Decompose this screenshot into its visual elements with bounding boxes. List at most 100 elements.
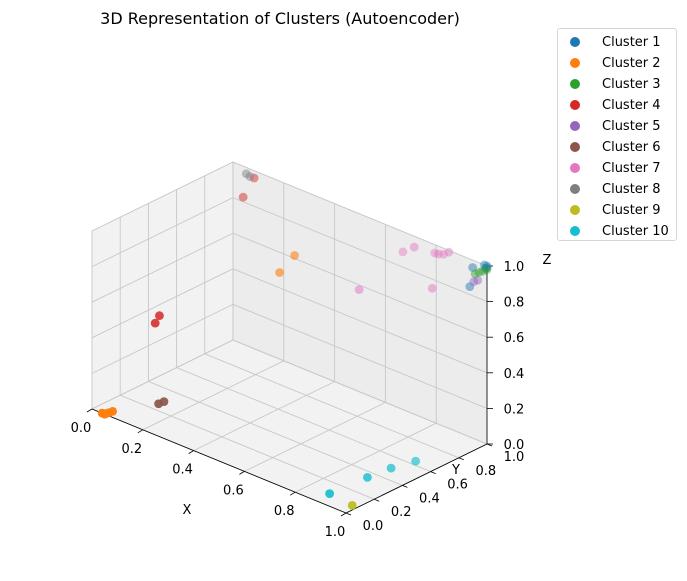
z-tick-label: 0.6 bbox=[504, 331, 525, 346]
data-point bbox=[430, 248, 440, 258]
y-tick-mark bbox=[374, 498, 380, 502]
x-tick-mark bbox=[86, 408, 93, 413]
x-axis-label: X bbox=[183, 503, 192, 518]
data-point bbox=[411, 456, 421, 466]
y-axis-line bbox=[345, 443, 488, 514]
data-point bbox=[427, 283, 437, 293]
data-point bbox=[473, 275, 483, 285]
data-point bbox=[347, 501, 357, 510]
y-tick-mark bbox=[345, 512, 352, 516]
y-grid-line bbox=[176, 189, 431, 473]
scatter-points bbox=[97, 169, 492, 510]
legend-marker bbox=[570, 79, 580, 89]
y-tick-label: 0.2 bbox=[391, 505, 412, 520]
x-tick-mark bbox=[289, 491, 296, 496]
legend-label: Cluster 9 bbox=[602, 202, 661, 218]
data-point bbox=[474, 268, 484, 277]
y-grid-line bbox=[119, 217, 375, 500]
legend-item: Cluster 9 bbox=[570, 200, 661, 220]
data-point bbox=[354, 285, 364, 295]
data-point bbox=[238, 192, 248, 202]
y-tick-mark bbox=[402, 485, 408, 488]
data-point bbox=[468, 263, 478, 272]
legend-label: Cluster 7 bbox=[602, 160, 661, 176]
data-point bbox=[245, 172, 255, 181]
data-point bbox=[241, 169, 251, 179]
z-tick-label: 1.0 bbox=[504, 260, 525, 275]
legend-label: Cluster 1 bbox=[602, 34, 661, 50]
x-tick-label: 0.6 bbox=[223, 483, 244, 498]
x-tick-label: 0.8 bbox=[274, 504, 295, 519]
chart-title: 3D Representation of Clusters (Autoencod… bbox=[100, 9, 460, 28]
y-tick-label: 0.8 bbox=[475, 464, 496, 479]
y-axis-label: Y bbox=[451, 463, 460, 478]
tick-labels: 0.00.20.40.60.81.0 0.00.20.40.60.81.00.00… bbox=[71, 260, 525, 540]
data-point bbox=[482, 265, 492, 274]
legend-marker bbox=[570, 205, 580, 215]
legend-marker bbox=[570, 58, 580, 68]
y-tick-mark bbox=[430, 471, 436, 474]
data-point bbox=[386, 463, 396, 473]
z-tick-label: 0.2 bbox=[504, 402, 525, 417]
data-point bbox=[478, 266, 488, 276]
legend: Cluster 1 Cluster 2 Cluster 3 Cluster 4 Clus… bbox=[557, 28, 677, 241]
y-tick-label: 0.0 bbox=[363, 519, 384, 534]
data-point bbox=[363, 473, 372, 482]
x-tick-mark bbox=[137, 429, 144, 434]
x-tick-label: 0.4 bbox=[172, 463, 193, 478]
axis-lines bbox=[91, 266, 488, 514]
data-point bbox=[481, 264, 490, 273]
legend-item: Cluster 7 bbox=[570, 158, 661, 178]
data-point bbox=[249, 173, 259, 183]
legend-label: Cluster 2 bbox=[602, 55, 661, 71]
data-point bbox=[470, 269, 480, 279]
x-tick-label: 0.0 bbox=[71, 421, 92, 436]
z-grid-line bbox=[91, 161, 488, 267]
data-point bbox=[101, 409, 111, 418]
legend-marker bbox=[570, 163, 580, 173]
legend-label: Cluster 5 bbox=[602, 118, 661, 134]
legend-item: Cluster 2 bbox=[570, 53, 661, 73]
z-tick-label: 0.8 bbox=[504, 296, 525, 311]
legend-item: Cluster 10 bbox=[570, 221, 669, 241]
legend-marker bbox=[570, 37, 580, 47]
y-grid-line bbox=[147, 203, 403, 486]
data-point bbox=[434, 249, 443, 259]
y-tick-label: 0.6 bbox=[447, 478, 468, 493]
data-point bbox=[409, 242, 419, 252]
data-point bbox=[482, 261, 492, 271]
data-point bbox=[275, 268, 284, 277]
legend-item: Cluster 6 bbox=[570, 137, 661, 157]
z-axis-label: Z bbox=[543, 253, 552, 268]
legend-item: Cluster 1 bbox=[570, 32, 661, 52]
legend-label: Cluster 3 bbox=[602, 76, 661, 92]
legend-item: Cluster 4 bbox=[570, 95, 661, 115]
legend-label: Cluster 6 bbox=[602, 139, 661, 155]
data-point bbox=[154, 399, 163, 409]
axes-panes bbox=[91, 161, 488, 514]
legend-label: Cluster 10 bbox=[602, 223, 669, 239]
y-tick-mark bbox=[458, 457, 464, 461]
legend-label: Cluster 4 bbox=[602, 97, 661, 113]
x-tick-mark bbox=[340, 512, 347, 517]
data-point bbox=[155, 311, 164, 321]
legend-marker bbox=[570, 121, 580, 131]
y-tick-label: 1.0 bbox=[504, 450, 525, 465]
legend-marker bbox=[570, 142, 580, 152]
data-point bbox=[444, 247, 454, 257]
data-point bbox=[465, 282, 475, 292]
z-tick-label: 0.4 bbox=[504, 367, 525, 382]
legend-item: Cluster 5 bbox=[570, 116, 661, 136]
data-point bbox=[325, 489, 335, 499]
grid-lines bbox=[91, 161, 488, 514]
z-tick-label: 0.0 bbox=[504, 438, 525, 453]
data-point bbox=[480, 260, 489, 270]
y-grid-line bbox=[204, 175, 459, 459]
legend-marker bbox=[570, 184, 580, 194]
legend-label: Cluster 8 bbox=[602, 181, 661, 197]
legend-item: Cluster 8 bbox=[570, 179, 661, 199]
x-tick-label: 1.0 bbox=[325, 525, 346, 540]
data-point bbox=[290, 251, 299, 260]
legend-marker bbox=[570, 226, 580, 236]
